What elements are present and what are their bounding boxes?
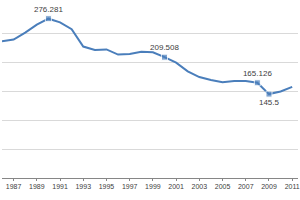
svg-text:1993: 1993	[75, 183, 91, 190]
svg-text:209.508: 209.508	[150, 43, 179, 52]
svg-text:2009: 2009	[261, 183, 277, 190]
svg-text:165.126: 165.126	[243, 69, 272, 78]
svg-text:2005: 2005	[215, 183, 231, 190]
svg-text:2011: 2011	[285, 183, 300, 190]
svg-text:1989: 1989	[29, 183, 45, 190]
svg-text:2001: 2001	[168, 183, 184, 190]
svg-text:2003: 2003	[192, 183, 208, 190]
svg-text:2007: 2007	[238, 183, 254, 190]
svg-text:1997: 1997	[122, 183, 138, 190]
svg-text:1999: 1999	[145, 183, 161, 190]
svg-text:145.5: 145.5	[259, 98, 280, 107]
svg-text:1987: 1987	[6, 183, 22, 190]
svg-text:1991: 1991	[52, 183, 68, 190]
svg-text:276.281: 276.281	[34, 5, 63, 14]
svg-text:1995: 1995	[99, 183, 115, 190]
